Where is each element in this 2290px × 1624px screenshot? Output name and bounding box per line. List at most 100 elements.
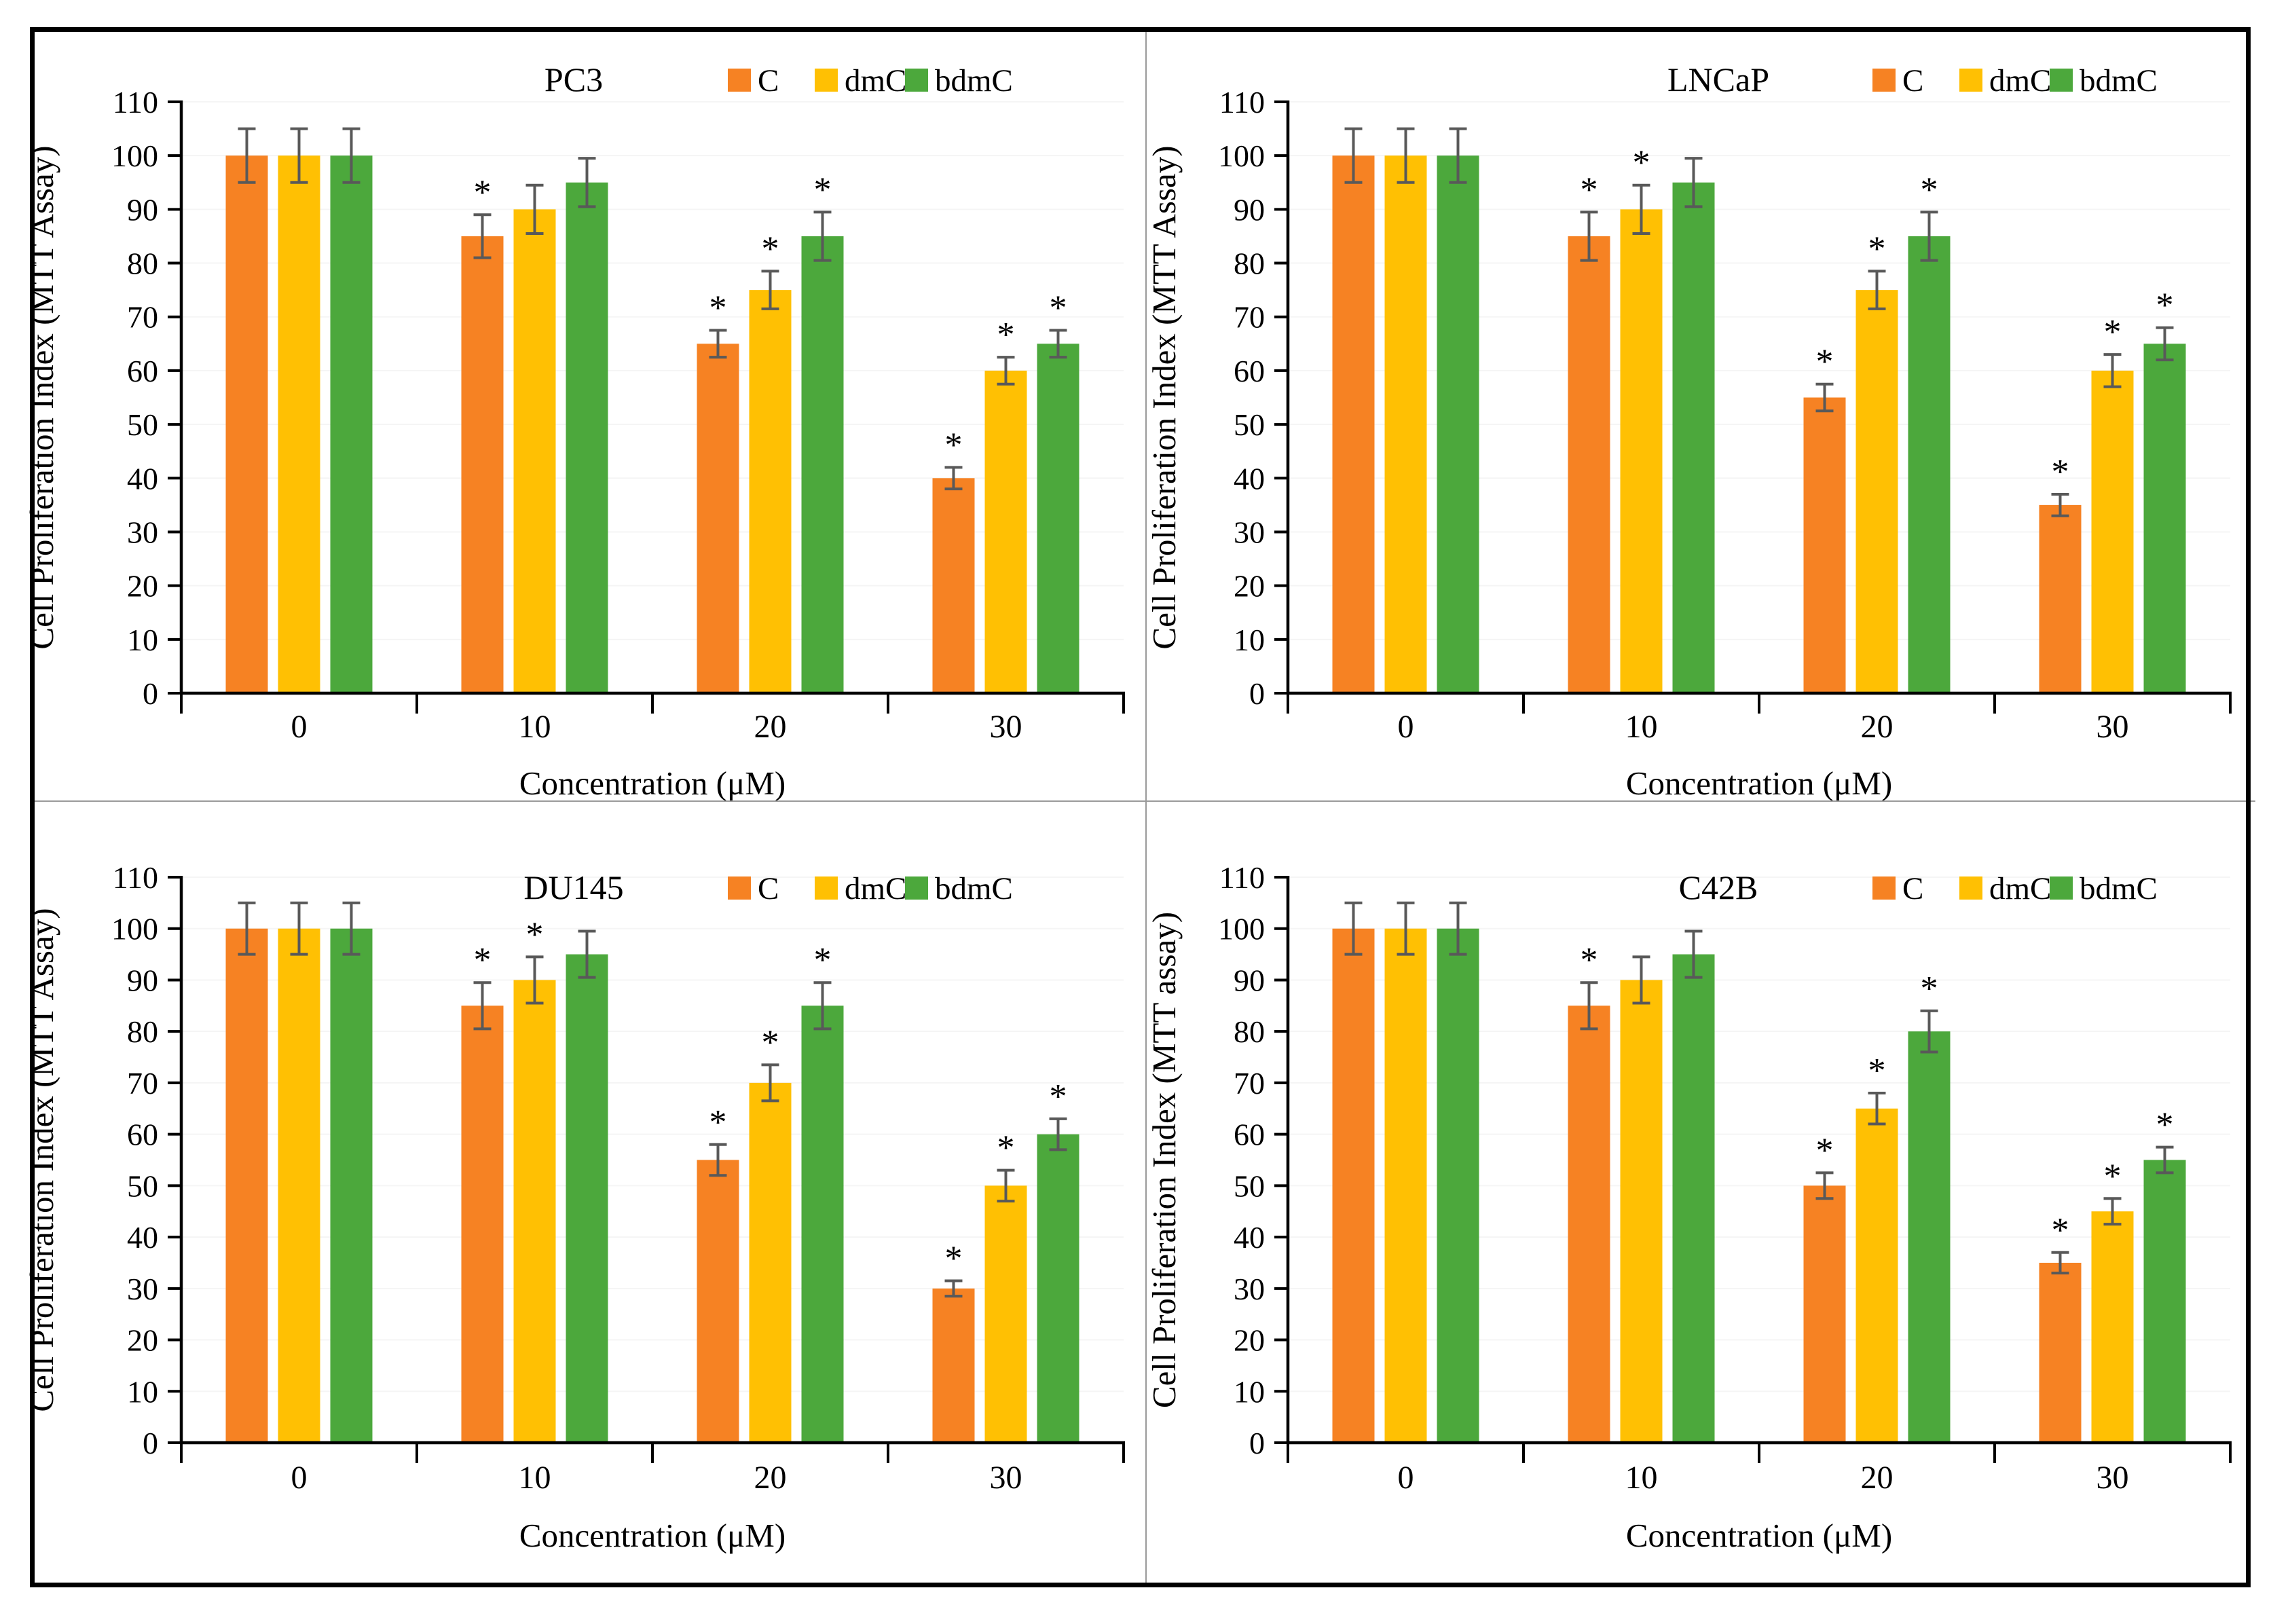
legend-label-bdmc: bdmC [2080, 63, 2158, 98]
y-tick-label: 110 [1219, 85, 1265, 119]
y-tick-label: 80 [127, 246, 158, 281]
legend-swatch-bdmc [2050, 69, 2073, 92]
legend-swatch-dmc [815, 69, 838, 92]
x-tick-label: 0 [291, 709, 308, 745]
panel-title: DU145 [523, 868, 623, 906]
significance-asterisk: * [1921, 970, 1938, 1008]
legend-swatch-c [1872, 876, 1896, 900]
significance-asterisk: * [1050, 1077, 1067, 1116]
legend-swatch-c [728, 876, 751, 900]
y-tick-label: 80 [1234, 1014, 1265, 1049]
x-tick-label: 20 [1861, 709, 1894, 745]
bar-dmc-20 [1855, 290, 1898, 693]
x-tick-label: 0 [1398, 709, 1414, 745]
significance-asterisk: * [1868, 1052, 1886, 1090]
bar-bdmc-30 [1037, 1134, 1079, 1443]
y-tick-label: 10 [127, 1374, 158, 1409]
legend-swatch-c [1872, 69, 1896, 92]
x-tick-label: 10 [519, 709, 551, 745]
bar-dmc-10 [513, 209, 556, 693]
bar-c-20 [1803, 1185, 1846, 1443]
y-axis-label: Cell Proliferation Index (MTT assay) [1145, 912, 1183, 1408]
bar-dmc-0 [1384, 928, 1427, 1443]
y-tick-label: 80 [127, 1014, 158, 1049]
significance-asterisk: * [1581, 170, 1598, 209]
bar-c-30 [2039, 1262, 2082, 1443]
x-tick-label: 20 [754, 1460, 787, 1496]
y-tick-label: 60 [1234, 1118, 1265, 1152]
bar-c-0 [225, 155, 268, 693]
y-tick-label: 20 [1234, 569, 1265, 604]
bar-bdmc-20 [801, 1005, 844, 1443]
y-tick-label: 30 [127, 1272, 158, 1306]
legend-label-dmc: dmC [845, 871, 906, 906]
x-tick-label: 10 [1625, 1460, 1658, 1496]
chart-c42b: * * * * * * * 0 10 20 30 40 50 60 70 80 90 100 110 0 10 20 30 C… [1145, 860, 2232, 1554]
bar-bdmc-10 [1672, 182, 1715, 694]
y-tick-label: 90 [1234, 192, 1265, 227]
legend-label-bdmc: bdmC [2080, 871, 2158, 906]
bar-c-10 [1568, 1005, 1610, 1443]
x-axis-label: Concentration (μM) [519, 764, 786, 802]
bar-bdmc-30 [2143, 1160, 2186, 1443]
bar-dmc-20 [749, 290, 792, 693]
significance-asterisk: * [762, 229, 779, 268]
bar-bdmc-0 [1437, 155, 1479, 693]
y-tick-label: 40 [1234, 461, 1265, 496]
significance-asterisk: * [2104, 313, 2122, 352]
significance-asterisk: * [997, 316, 1015, 354]
significance-asterisk: * [709, 1103, 727, 1142]
y-tick-label: 100 [111, 912, 158, 946]
bar-bdmc-30 [1037, 344, 1079, 693]
y-tick-label: 50 [127, 407, 158, 442]
significance-asterisk: * [474, 941, 492, 980]
y-axis-label: Cell Proliferation Index (MTT Assay) [23, 145, 60, 649]
bar-dmc-10 [1620, 209, 1663, 693]
x-tick-label: 30 [990, 709, 1022, 745]
significance-asterisk: * [2052, 1211, 2069, 1250]
significance-asterisk: * [762, 1023, 779, 1062]
legend-label-dmc: dmC [845, 63, 906, 98]
bar-bdmc-0 [330, 155, 373, 693]
legend-swatch-dmc [815, 876, 838, 900]
y-axis-label: Cell Proliferation Index (MTT Assay) [1145, 145, 1183, 649]
bar-c-30 [2039, 504, 2082, 693]
bar-dmc-10 [1620, 980, 1663, 1443]
significance-asterisk: * [1816, 343, 1834, 382]
significance-asterisk: * [2052, 453, 2069, 492]
legend-label-c: C [1902, 871, 1923, 906]
y-tick-label: 90 [127, 963, 158, 997]
legend-swatch-dmc [1959, 876, 1982, 900]
y-tick-label: 0 [143, 1426, 158, 1460]
y-tick-label: 60 [127, 354, 158, 388]
y-tick-label: 60 [127, 1118, 158, 1152]
bar-bdmc-10 [566, 182, 608, 694]
y-tick-label: 10 [127, 623, 158, 657]
significance-asterisk: * [1581, 941, 1598, 980]
bar-bdmc-30 [2143, 344, 2186, 693]
significance-asterisk: * [474, 173, 492, 212]
y-tick-label: 30 [127, 515, 158, 549]
y-tick-label: 20 [1234, 1323, 1265, 1358]
legend-label-dmc: dmC [1989, 63, 2051, 98]
y-tick-label: 100 [1218, 139, 1265, 173]
legend-swatch-bdmc [905, 69, 928, 92]
bar-dmc-30 [2091, 1211, 2134, 1443]
y-tick-label: 70 [127, 300, 158, 335]
y-tick-label: 70 [1234, 300, 1265, 335]
bar-bdmc-0 [1437, 928, 1479, 1443]
x-tick-label: 30 [2097, 709, 2129, 745]
y-tick-label: 50 [1234, 1168, 1265, 1203]
bar-dmc-30 [2091, 370, 2134, 693]
y-tick-label: 20 [127, 569, 158, 604]
y-tick-label: 0 [1249, 676, 1265, 711]
y-tick-label: 100 [1218, 912, 1265, 946]
significance-asterisk: * [814, 941, 832, 980]
x-tick-label: 20 [1861, 1460, 1894, 1496]
chart-du145: * * * * * * * * 0 10 20 30 40 50 60 70 80 90 100 110 0 10 20 30… [23, 860, 1125, 1554]
significance-asterisk: * [997, 1129, 1015, 1168]
y-tick-label: 30 [1234, 1272, 1265, 1306]
bar-dmc-20 [1855, 1108, 1898, 1443]
y-tick-label: 70 [1234, 1066, 1265, 1101]
chart-pc3: * * * * * * * 0 10 20 30 40 50 60 70 80 90 100 110 0 10 20 30 C… [23, 60, 1125, 802]
